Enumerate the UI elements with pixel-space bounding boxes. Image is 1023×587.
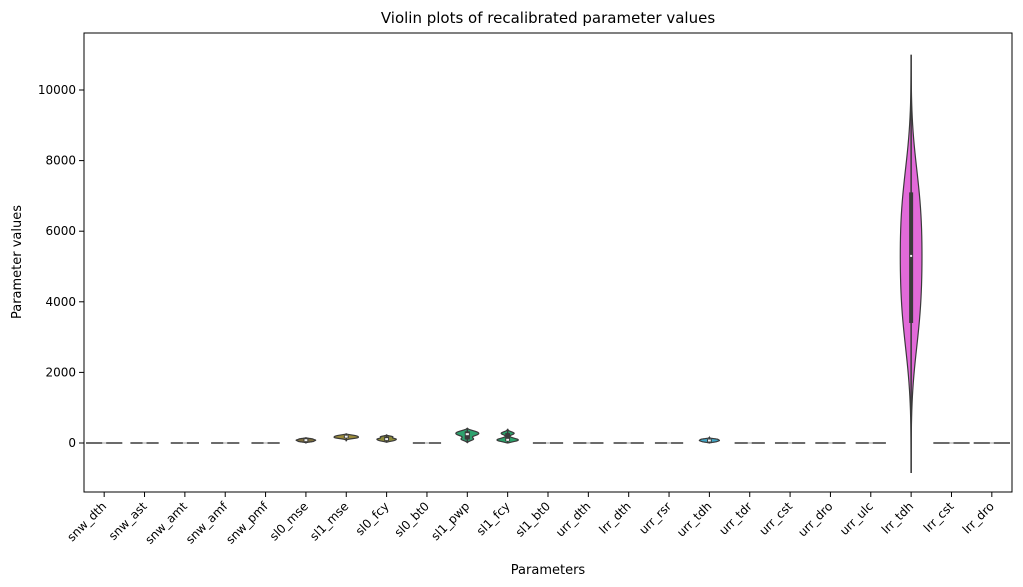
- violin-sl0_mse: [295, 437, 317, 444]
- y-tick-label: 8000: [45, 154, 76, 168]
- x-tick-label: urr_dro: [795, 499, 835, 539]
- violin-sl0_bt0: [412, 442, 442, 444]
- median-marker: [424, 442, 429, 444]
- violin-urr_ulc: [855, 442, 886, 444]
- x-tick-label: sl1_mse: [307, 499, 351, 543]
- violin-snw_amf: [211, 442, 240, 444]
- median-marker: [747, 442, 752, 444]
- median-marker: [667, 442, 672, 444]
- x-tick-label: sl1_fcy: [474, 499, 513, 538]
- median-marker: [707, 439, 711, 442]
- violin-snw_ast: [130, 442, 159, 444]
- x-tick-label: sl0_mse: [267, 499, 311, 543]
- plot-frame: [83, 32, 1013, 493]
- median-marker: [989, 442, 994, 444]
- median-marker: [263, 442, 268, 444]
- violin-lrr_tdh: [899, 54, 923, 474]
- median-marker: [910, 254, 913, 257]
- violin-urr_cst: [774, 442, 806, 444]
- median-marker: [182, 442, 187, 444]
- violin-sl1_bt0: [532, 442, 564, 444]
- x-tick-label: lrr_dth: [596, 499, 633, 536]
- median-marker: [223, 442, 228, 444]
- violin-lrr_dro: [973, 442, 1010, 444]
- x-tick-label: lrr_tdh: [879, 499, 916, 536]
- x-tick-label: lrr_cst: [921, 499, 957, 535]
- median-marker: [506, 438, 510, 441]
- violin-iqr-box: [909, 192, 914, 323]
- violin-urr_dro: [815, 442, 846, 444]
- violin-sl1_mse: [333, 433, 360, 442]
- median-marker: [868, 442, 873, 444]
- x-tick-label: urr_cst: [756, 499, 795, 538]
- x-tick-label: snw_pmf: [223, 499, 271, 547]
- violin-iqr-box: [464, 431, 470, 440]
- violin-sl1_pwp: [455, 427, 480, 444]
- median-marker: [385, 438, 389, 441]
- median-marker: [788, 442, 793, 444]
- violin-sl0_fcy: [376, 434, 397, 443]
- violin-iqr-box: [505, 433, 511, 442]
- median-marker: [828, 442, 833, 444]
- x-tick-label: snw_amf: [183, 499, 231, 547]
- median-marker: [344, 435, 348, 438]
- x-tick-label: urr_ulc: [837, 499, 876, 538]
- x-tick-label: urr_rsr: [636, 499, 674, 537]
- y-axis: 0 2000 4000 6000 8000 10000: [38, 83, 84, 450]
- x-tick-label: snw_dth: [64, 499, 109, 544]
- violin-urr_dth: [573, 442, 604, 444]
- median-marker: [626, 442, 631, 444]
- median-marker: [586, 442, 591, 444]
- x-tick-label: sl0_bt0: [392, 499, 432, 539]
- x-tick-label: sl0_fcy: [353, 499, 392, 538]
- x-tick-label: urr_dth: [553, 499, 593, 539]
- y-tick-label: 10000: [38, 83, 76, 97]
- median-marker: [949, 442, 954, 444]
- median-marker: [546, 442, 550, 444]
- violin-sl1_fcy: [496, 428, 519, 444]
- violin-urr_tdr: [734, 442, 765, 444]
- violin-snw_amt: [170, 442, 199, 444]
- violin-lrr_dth: [613, 442, 644, 444]
- median-marker: [102, 442, 107, 444]
- y-tick-label: 2000: [45, 365, 76, 379]
- x-tick-label: lrr_dro: [960, 499, 997, 536]
- median-marker: [304, 439, 308, 442]
- x-axis-title: Parameters: [511, 563, 586, 578]
- x-tick-label: urr_tdh: [674, 499, 714, 539]
- y-tick-label: 4000: [45, 295, 76, 309]
- violin-snw_pmf: [251, 442, 280, 444]
- violin-urr_tdh: [698, 435, 721, 444]
- violin-snw_dth: [86, 442, 123, 444]
- x-tick-label: sl1_bt0: [513, 499, 553, 539]
- y-tick-label: 6000: [45, 224, 76, 238]
- violin-lrr_cst: [933, 442, 970, 444]
- violin-urr_rsr: [654, 442, 684, 444]
- x-tick-label: snw_amt: [142, 499, 190, 547]
- x-axis: snw_dthsnw_astsnw_amtsnw_amfsnw_pmfsl0_m…: [64, 492, 997, 547]
- violins-layer: [86, 54, 1010, 474]
- x-tick-label: sl1_pwp: [428, 499, 472, 543]
- x-tick-label: urr_tdr: [716, 499, 755, 538]
- chart-title: Violin plots of recalibrated parameter v…: [381, 9, 715, 27]
- median-marker: [465, 433, 469, 436]
- median-marker: [142, 442, 147, 444]
- y-axis-title: Parameter values: [10, 205, 25, 319]
- y-tick-label: 0: [68, 436, 76, 450]
